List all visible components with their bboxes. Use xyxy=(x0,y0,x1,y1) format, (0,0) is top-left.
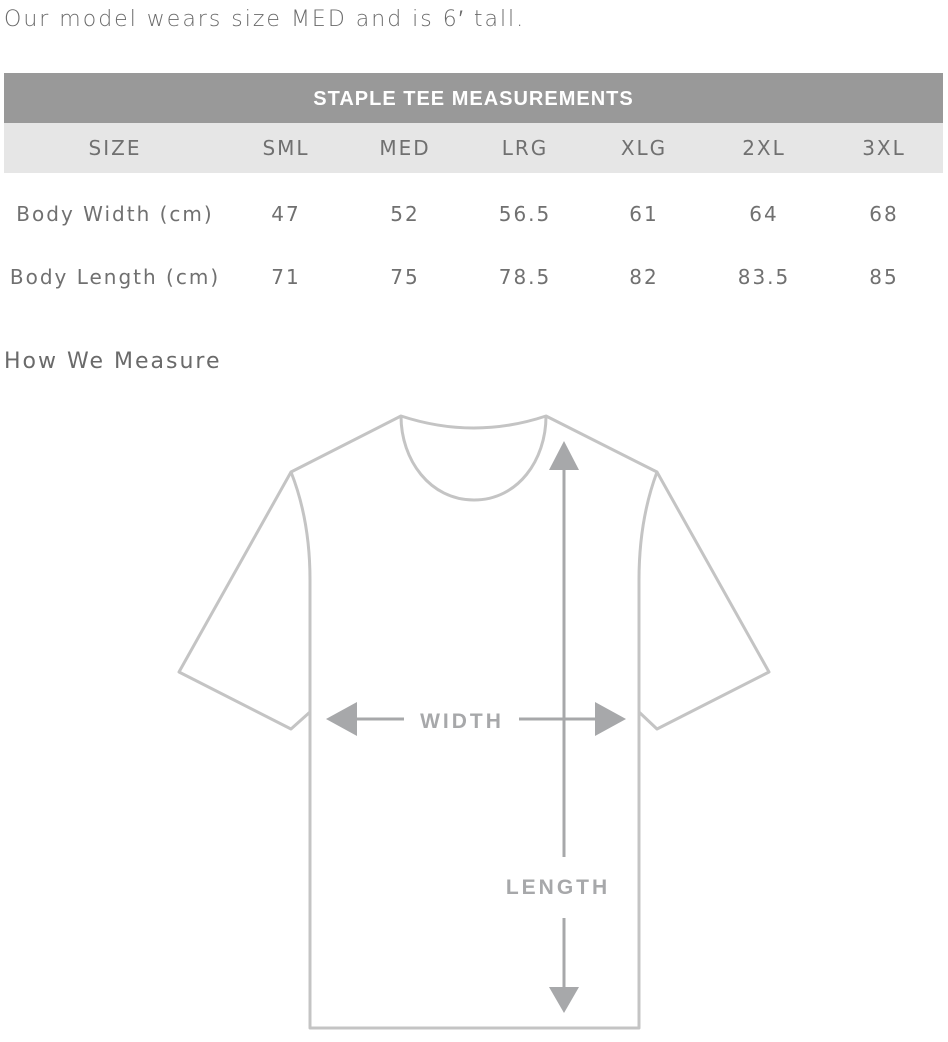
tee-right-seam xyxy=(637,471,659,712)
arrow-up-icon xyxy=(549,441,579,470)
column-header: 3XL xyxy=(862,136,906,160)
table-cell: 71 xyxy=(271,265,301,289)
tee-left-seam xyxy=(289,471,312,712)
table-cell: 52 xyxy=(390,202,420,226)
table-row: Body Length (cm) 71 75 78.5 82 83.5 85 xyxy=(4,257,943,297)
table-row: Body Width (cm) 47 52 56.5 61 64 68 xyxy=(4,194,943,234)
table-cell: 64 xyxy=(749,202,779,226)
arrow-right-icon xyxy=(595,702,626,736)
column-header: XLG xyxy=(620,136,668,160)
model-size-note: Our model wears size MED and is 6′ tall. xyxy=(4,7,526,32)
tee-neckline xyxy=(399,415,548,502)
table-cell: 75 xyxy=(390,265,420,289)
column-header: SML xyxy=(262,136,310,160)
table-header-row: SIZE SML MED LRG XLG 2XL 3XL xyxy=(4,123,943,173)
table-cell: 82 xyxy=(629,265,659,289)
column-header: SIZE xyxy=(88,136,142,160)
row-label: Body Length (cm) xyxy=(9,265,221,289)
tee-outline xyxy=(177,414,771,1030)
table-cell: 47 xyxy=(271,202,301,226)
table-title: STAPLE TEE MEASUREMENTS xyxy=(4,73,943,123)
column-header: MED xyxy=(379,136,431,160)
row-label: Body Width (cm) xyxy=(16,202,214,226)
how-we-measure-heading: How We Measure xyxy=(4,349,222,374)
table-cell: 61 xyxy=(629,202,659,226)
width-label: WIDTH xyxy=(420,710,504,733)
table-cell: 56.5 xyxy=(498,202,552,226)
table-cell: 78.5 xyxy=(498,265,552,289)
column-header: 2XL xyxy=(742,136,786,160)
table-cell: 83.5 xyxy=(737,265,791,289)
table-cell: 68 xyxy=(869,202,899,226)
length-label: LENGTH xyxy=(506,876,610,899)
column-header: LRG xyxy=(501,136,549,160)
arrow-down-icon xyxy=(549,987,579,1013)
arrow-left-icon xyxy=(326,702,357,736)
table-cell: 85 xyxy=(869,265,899,289)
